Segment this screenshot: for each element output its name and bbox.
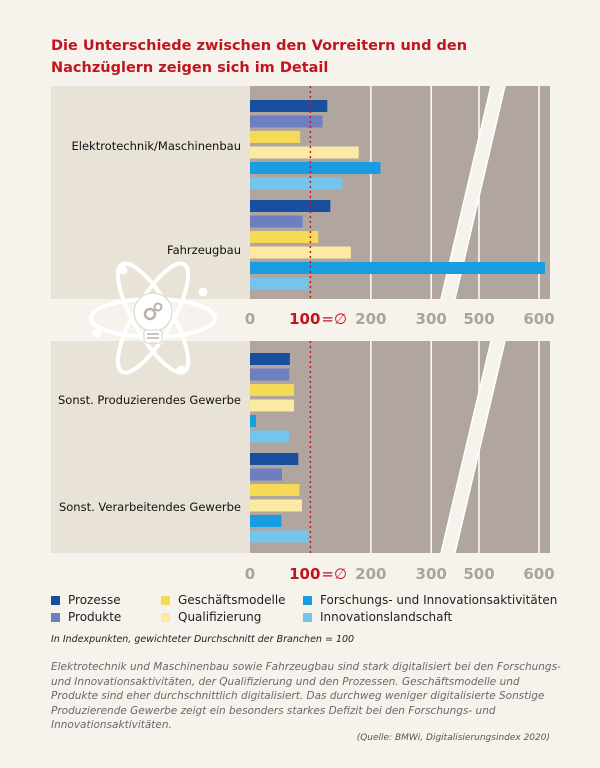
legend-label: Produkte (68, 610, 122, 624)
legend-swatch (303, 612, 312, 622)
axis-break-edge (440, 340, 492, 554)
tick-label: 200 (355, 565, 386, 583)
bar-4-1 (250, 515, 282, 527)
bar-2-0 (250, 384, 295, 396)
bar-1-1 (250, 215, 303, 228)
chart-title-line-1: Die Unterschiede zwischen den Vorreitern… (51, 38, 468, 54)
legend-item-innovationslandschaft: Innovationslandschaft (303, 609, 452, 625)
lightbulb-atom-icon (89, 261, 217, 375)
category-label: Sonst. Verarbeitendes Gewerbe (59, 500, 241, 514)
bar-0-1 (250, 453, 299, 465)
electron-dot (198, 287, 208, 297)
bar-4-1 (250, 262, 545, 274)
plot-area (250, 341, 550, 553)
bar-0-0 (250, 353, 290, 365)
category-label: Sonst. Produzierendes Gewerbe (58, 393, 241, 407)
bar-5-1 (250, 277, 309, 290)
legend-item-geschaeftsmodelle: Geschäftsmodelle (161, 592, 286, 608)
legend-item-forschung: Forschungs- und Innovationsaktivitäten (303, 592, 557, 608)
tick-label: 0 (245, 565, 255, 583)
bar-3-0 (250, 399, 295, 412)
legend-swatch (161, 595, 170, 605)
bar-2-1 (250, 484, 300, 496)
tick-label: 300 (416, 565, 447, 583)
bar-1-0 (250, 368, 290, 381)
gear-icon (143, 307, 157, 321)
legend-swatch (51, 595, 60, 605)
index-note: In Indexpunkten, gewichteter Durchschnit… (51, 634, 355, 645)
legend-label: Prozesse (68, 593, 121, 607)
category-label: Fahrzeugbau (167, 243, 241, 257)
axis-break-edge (454, 340, 506, 554)
legend-label: Forschungs- und Innovationsaktivitäten (320, 593, 558, 607)
bar-5-0 (250, 430, 290, 443)
source-note: (Quelle: BMWi, Digitalisierungsindex 202… (356, 733, 550, 743)
chart-title-line-2: Nachzüglern zeigen sich im Detail (51, 60, 329, 76)
gear-icon (153, 302, 163, 312)
chart-title: Die Unterschiede zwischen den Vorreitern… (51, 35, 571, 79)
legend-label: Geschäftsmodelle (178, 593, 286, 607)
legend-swatch (161, 612, 170, 622)
bar-5-0 (250, 177, 343, 190)
legend-label: Innovationslandschaft (320, 610, 453, 624)
legend-swatch (51, 612, 60, 622)
legend-item-qualifizierung: Qualifizierung (161, 609, 261, 625)
bar-4-0 (250, 415, 257, 427)
chart-panel: Elektrotechnik/Maschinenbau Fahrzeugbau 0 1… (51, 85, 555, 328)
tick-label: 100 (289, 310, 320, 328)
tick-label: 600 (523, 310, 554, 328)
category-area (51, 86, 250, 299)
electron-dot (176, 365, 186, 375)
bar-0-1 (250, 200, 331, 212)
average-symbol: =∅ (321, 565, 347, 583)
tick-label: 200 (355, 310, 386, 328)
bar-2-0 (250, 131, 301, 143)
tick-label: 300 (416, 310, 447, 328)
bulb-glass (133, 292, 173, 332)
category-area (51, 341, 250, 553)
legend-item-produkte: Produkte (51, 609, 121, 625)
bar-4-0 (250, 162, 381, 174)
bar-2-1 (250, 231, 319, 243)
bar-1-0 (250, 115, 323, 128)
tick-label: 600 (523, 565, 554, 583)
bulb-base (143, 329, 163, 344)
bar-1-1 (250, 468, 283, 481)
legend-item-prozesse: Prozesse (51, 592, 121, 608)
tick-label: 500 (463, 565, 494, 583)
electron-dot (92, 328, 102, 338)
average-symbol: =∅ (321, 310, 347, 328)
description-text: Elektrotechnik und Maschinenbau sowie Fa… (51, 661, 561, 731)
tick-label: 0 (245, 310, 255, 328)
legend-label: Qualifizierung (178, 610, 262, 624)
tick-label: 100 (289, 565, 320, 583)
legend-swatch (303, 595, 312, 605)
chart-panel: Sonst. Produzierendes Gewerbe Sonst. Vera… (51, 340, 555, 583)
axis-break (441, 341, 505, 553)
bar-5-1 (250, 530, 309, 543)
electron-dot (118, 265, 128, 275)
bar-0-0 (250, 100, 328, 112)
bar-3-1 (250, 246, 351, 259)
bar-3-1 (250, 499, 302, 512)
category-label: Elektrotechnik/Maschinenbau (72, 139, 242, 153)
bar-3-0 (250, 146, 359, 159)
axis-break (441, 86, 505, 299)
legend: Prozesse Geschäftsmodelle Forschungs- un… (51, 592, 571, 626)
tick-label: 500 (463, 310, 494, 328)
